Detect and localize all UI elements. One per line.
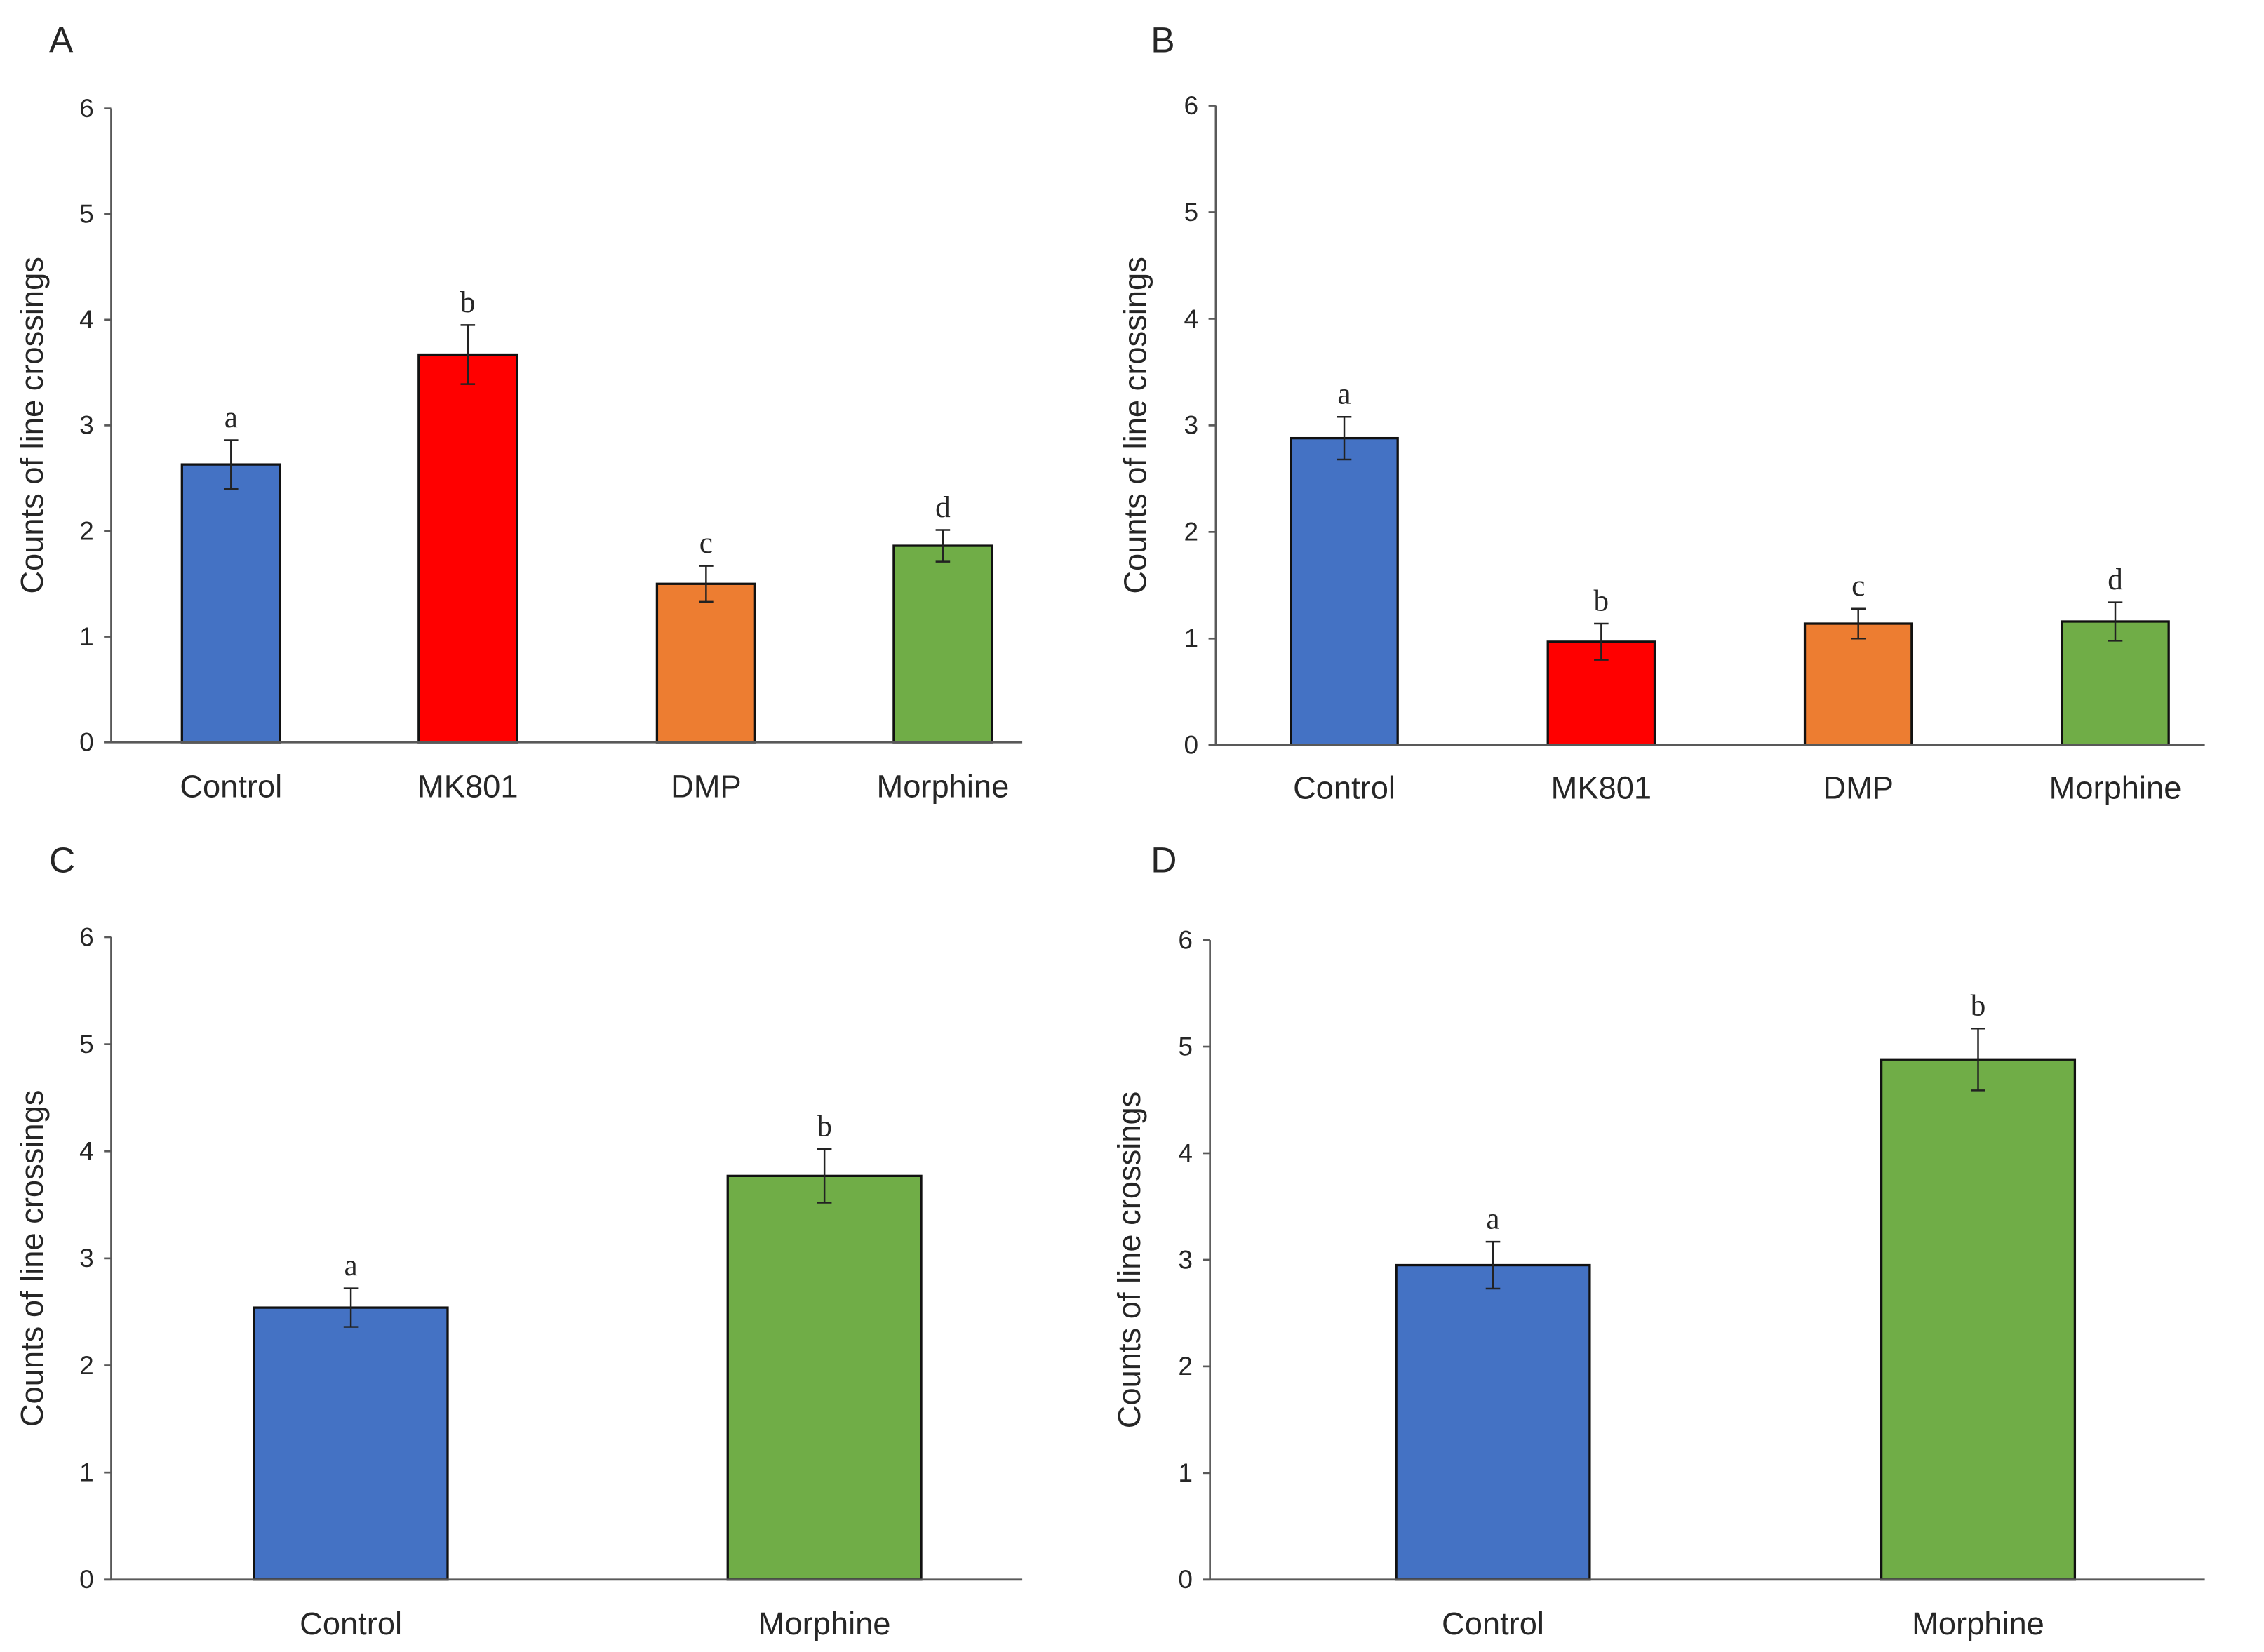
y-tick-label: 4 [1178, 1138, 1193, 1167]
significance-label: b [1971, 989, 1986, 1023]
significance-label: c [699, 526, 713, 560]
x-tick-label: Control [1293, 770, 1395, 805]
significance-label: a [225, 401, 238, 434]
bar-control [180, 463, 281, 744]
bar-morphine [1880, 1058, 2077, 1581]
y-tick-label: 0 [79, 1564, 94, 1594]
bar-control [1395, 1263, 1591, 1581]
y-tick-label: 1 [79, 1458, 94, 1487]
bar-control [1290, 436, 1399, 746]
bar-morphine [892, 544, 993, 744]
y-tick-label: 2 [79, 516, 94, 545]
x-tick-label: Morphine [877, 768, 1010, 804]
y-axis-label: Counts of line crossings [14, 257, 50, 594]
x-tick-label: DMP [1823, 770, 1894, 805]
chart-panel-c: C 0 1 2 3 4 5 6 Counts of line crossings a Control… [14, 839, 1023, 1641]
significance-label: a [344, 1249, 358, 1282]
significance-label: b [460, 286, 476, 319]
y-tick-label: 0 [1178, 1564, 1193, 1594]
significance-label: d [935, 490, 951, 524]
y-tick-label: 6 [1178, 925, 1193, 954]
significance-label: a [1337, 377, 1351, 411]
x-tick-label: Control [1442, 1606, 1544, 1641]
y-tick-label: 6 [1184, 90, 1199, 120]
y-tick-label: 5 [79, 199, 94, 229]
y-tick-label: 3 [1184, 410, 1199, 440]
y-tick-label: 1 [1184, 624, 1199, 653]
panel-label: A [49, 19, 74, 60]
y-tick-label: 5 [1184, 197, 1199, 227]
significance-label: b [817, 1110, 832, 1143]
y-tick-label: 4 [79, 304, 94, 334]
bar-morphine [2061, 620, 2170, 746]
panel-label: D [1151, 839, 1177, 880]
y-tick-label: 4 [79, 1136, 94, 1166]
bar-dmp [655, 582, 756, 744]
significance-label: d [2108, 563, 2123, 596]
bar-mk801 [417, 353, 518, 744]
bar-dmp [1803, 622, 1913, 746]
y-tick-label: 6 [79, 922, 94, 951]
y-tick-label: 5 [79, 1029, 94, 1059]
x-tick-label: Morphine [1912, 1606, 2044, 1641]
x-tick-label: Morphine [2049, 770, 2182, 805]
x-tick-label: MK801 [417, 768, 518, 804]
y-tick-label: 4 [1184, 304, 1199, 333]
y-tick-label: 6 [79, 93, 94, 123]
y-tick-label: 0 [1184, 730, 1199, 760]
chart-panel-a: A 0 1 2 3 4 5 6 Counts of line crossings a Control… [14, 19, 1023, 804]
y-tick-label: 3 [79, 410, 94, 440]
chart-panel-b: B 0 1 2 3 4 5 6 Counts of line crossings a Control… [1117, 19, 2205, 805]
y-tick-label: 1 [79, 622, 94, 651]
y-tick-label: 5 [1178, 1031, 1193, 1061]
bar-control [253, 1306, 449, 1581]
x-tick-label: Control [180, 768, 282, 804]
panel-label: B [1151, 19, 1174, 60]
y-tick-label: 2 [79, 1350, 94, 1380]
x-tick-label: DMP [671, 768, 742, 804]
chart-panel-d: D 0 1 2 3 4 5 6 Counts of line crossings a Control… [1111, 839, 2205, 1641]
significance-label: b [1594, 584, 1609, 618]
y-tick-label: 2 [1184, 517, 1199, 546]
y-tick-label: 1 [1178, 1458, 1193, 1487]
y-axis-label: Counts of line crossings [14, 1090, 50, 1428]
x-tick-label: Morphine [758, 1606, 891, 1641]
y-tick-label: 3 [1178, 1244, 1193, 1274]
significance-label: c [1851, 569, 1865, 603]
significance-label: a [1486, 1202, 1499, 1236]
y-tick-label: 3 [79, 1243, 94, 1272]
y-tick-label: 0 [79, 727, 94, 756]
y-axis-label: Counts of line crossings [1117, 257, 1153, 594]
y-axis-label: Counts of line crossings [1111, 1092, 1147, 1429]
y-tick-label: 2 [1178, 1351, 1193, 1381]
x-tick-label: Control [300, 1606, 402, 1641]
panel-label: C [49, 839, 75, 880]
bar-morphine [726, 1174, 923, 1581]
x-tick-label: MK801 [1551, 770, 1652, 805]
